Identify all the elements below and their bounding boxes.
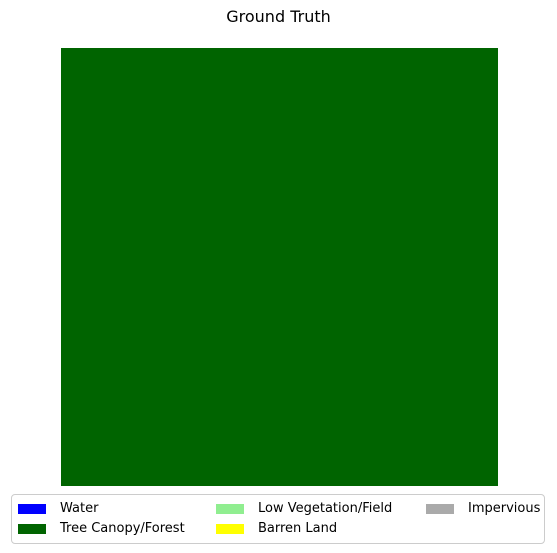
legend-swatch-water (18, 504, 46, 514)
legend-swatch-barren-land (216, 524, 244, 534)
legend-label-barren-land: Barren Land (258, 521, 338, 536)
legend-swatch-impervious (426, 504, 454, 514)
legend-item-tree-canopy-forest: Tree Canopy/Forest (18, 520, 185, 538)
map-cell-tree-canopy-forest (61, 48, 498, 486)
legend-label-impervious: Impervious (468, 501, 541, 516)
legend-item-low-vegetation-field: Low Vegetation/Field (216, 500, 392, 518)
segmentation-map (61, 48, 498, 486)
legend-label-tree-canopy-forest: Tree Canopy/Forest (60, 521, 185, 536)
legend-swatch-low-vegetation-field (216, 504, 244, 514)
segmentation-map-svg (61, 48, 498, 486)
legend-label-water: Water (60, 501, 99, 516)
legend-label-low-vegetation-field: Low Vegetation/Field (258, 501, 393, 516)
legend-swatch-tree-canopy-forest (18, 524, 46, 534)
legend-item-water: Water (18, 500, 98, 518)
legend-item-impervious: Impervious (426, 500, 540, 518)
legend: Water Tree Canopy/Forest Low Vegetation/… (11, 494, 545, 544)
chart-title: Ground Truth (226, 7, 331, 26)
legend-item-barren-land: Barren Land (216, 520, 337, 538)
